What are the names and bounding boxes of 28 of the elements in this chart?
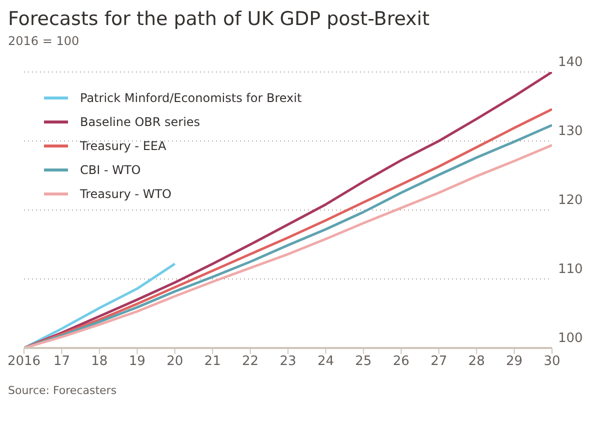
legend-label: CBI - WTO (80, 162, 141, 179)
chart-subtitle: 2016 = 100 (8, 34, 80, 48)
x-tick-label: 21 (204, 354, 221, 370)
y-tick-label: 110 (558, 262, 583, 277)
legend-label: Baseline OBR series (80, 114, 200, 131)
x-tick-label: 29 (506, 354, 523, 370)
legend-label: Treasury - WTO (80, 186, 172, 203)
chart-title: Forecasts for the path of UK GDP post-Brexit (8, 8, 431, 30)
y-tick-label: 140 (558, 55, 583, 70)
x-tick-label: 18 (91, 354, 108, 370)
x-tick-label: 23 (280, 354, 296, 370)
source-note: Source: Forecasters (8, 384, 118, 397)
x-tick-label: 27 (430, 354, 448, 370)
x-tick-label: 26 (392, 354, 410, 370)
y-tick-label: 130 (558, 124, 583, 139)
legend-label: Treasury - EEA (80, 138, 166, 155)
x-tick-label: 20 (166, 354, 184, 370)
x-tick-label: 30 (544, 354, 560, 370)
x-tick-label: 19 (128, 354, 146, 370)
x-tick-label: 17 (53, 354, 70, 370)
y-tick-label: 100 (558, 331, 583, 346)
y-tick-label: 120 (558, 193, 583, 208)
x-tick-label: 28 (468, 354, 485, 370)
x-tick-label: 2016 (7, 354, 41, 370)
x-tick-label: 24 (317, 354, 334, 370)
x-tick-label: 25 (355, 354, 372, 370)
x-tick-label: 22 (242, 354, 259, 370)
legend-label: Patrick Minford/Economists for Brexit (80, 90, 302, 107)
